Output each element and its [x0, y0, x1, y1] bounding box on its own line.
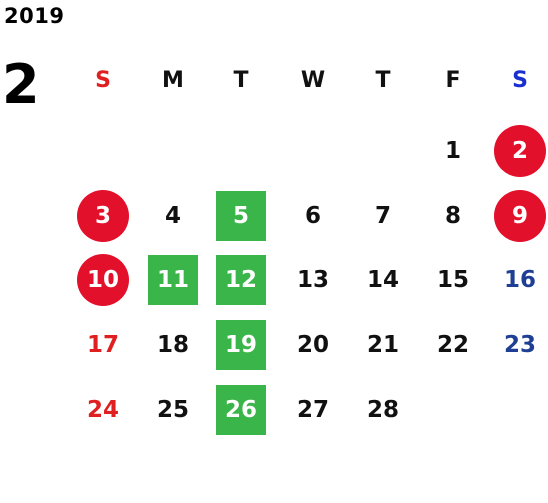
day-number: 18	[156, 332, 189, 358]
day-number: 2	[494, 125, 546, 177]
day-number: 19	[216, 320, 266, 370]
day-cell-24[interactable]: 24	[73, 384, 133, 436]
day-number: 26	[216, 385, 266, 435]
day-cell-21[interactable]: 21	[353, 319, 413, 371]
day-number: 6	[304, 203, 321, 229]
day-cell-3[interactable]: 3	[73, 190, 133, 242]
day-cell-11[interactable]: 11	[143, 254, 203, 306]
day-cell-9[interactable]: 9	[490, 190, 548, 242]
weekday-saturday: S	[512, 68, 528, 93]
day-number: 27	[296, 397, 329, 423]
day-cell-2[interactable]: 2	[490, 125, 548, 177]
day-number: 20	[296, 332, 329, 358]
day-cell-6[interactable]: 6	[283, 190, 343, 242]
weekday-sunday: S	[95, 68, 111, 93]
day-cell-15[interactable]: 15	[423, 254, 483, 306]
day-number: 16	[503, 267, 536, 293]
day-number: 1	[444, 138, 461, 164]
day-number: 22	[436, 332, 469, 358]
day-number: 5	[216, 191, 266, 241]
day-number: 12	[216, 255, 266, 305]
day-cell-10[interactable]: 10	[73, 254, 133, 306]
day-number: 7	[374, 203, 391, 229]
day-number: 14	[366, 267, 399, 293]
day-cell-5[interactable]: 5	[211, 190, 271, 242]
day-number: 28	[366, 397, 399, 423]
day-number: 13	[296, 267, 329, 293]
weekday-thursday: T	[375, 68, 391, 93]
day-cell-16[interactable]: 16	[490, 254, 548, 306]
day-cell-1[interactable]: 1	[423, 125, 483, 177]
day-number: 24	[86, 397, 119, 423]
day-cell-12[interactable]: 12	[211, 254, 271, 306]
day-number: 4	[164, 203, 181, 229]
weekday-tuesday: T	[233, 68, 249, 93]
day-cell-8[interactable]: 8	[423, 190, 483, 242]
day-number: 21	[366, 332, 399, 358]
day-cell-22[interactable]: 22	[423, 319, 483, 371]
weekday-monday: M	[162, 68, 184, 93]
day-number: 15	[436, 267, 469, 293]
day-cell-7[interactable]: 7	[353, 190, 413, 242]
day-number: 3	[77, 190, 129, 242]
day-cell-23[interactable]: 23	[490, 319, 548, 371]
day-cell-13[interactable]: 13	[283, 254, 343, 306]
day-number: 10	[77, 254, 129, 306]
day-number: 23	[503, 332, 536, 358]
month-number: 2	[2, 53, 40, 116]
day-cell-28[interactable]: 28	[353, 384, 413, 436]
day-cell-18[interactable]: 18	[143, 319, 203, 371]
day-number: 9	[494, 190, 546, 242]
day-cell-17[interactable]: 17	[73, 319, 133, 371]
day-cell-19[interactable]: 19	[211, 319, 271, 371]
day-cell-27[interactable]: 27	[283, 384, 343, 436]
weekday-friday: F	[445, 68, 461, 93]
day-number: 25	[156, 397, 189, 423]
day-number: 11	[148, 255, 198, 305]
day-cell-26[interactable]: 26	[211, 384, 271, 436]
day-cell-25[interactable]: 25	[143, 384, 203, 436]
day-number: 8	[444, 203, 461, 229]
day-number: 17	[86, 332, 119, 358]
day-cell-20[interactable]: 20	[283, 319, 343, 371]
day-cell-4[interactable]: 4	[143, 190, 203, 242]
year-label: 2019	[4, 4, 65, 28]
day-cell-14[interactable]: 14	[353, 254, 413, 306]
weekday-wednesday: W	[300, 68, 326, 93]
